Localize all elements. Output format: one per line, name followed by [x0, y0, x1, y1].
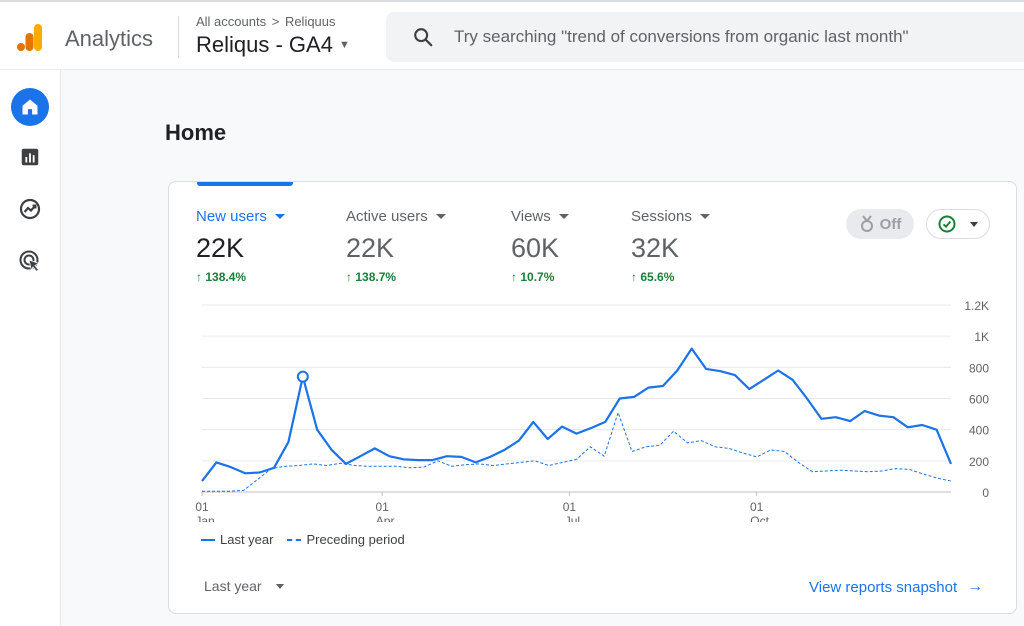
- dropdown-caret-icon: [558, 214, 569, 219]
- metric-new-users[interactable]: New users 22K ↑ 138.4%: [196, 208, 285, 284]
- metric-label-text: New users: [196, 208, 267, 225]
- series-line-last-year: [201, 347, 953, 482]
- dropdown-caret-icon: [274, 214, 285, 219]
- dropdown-caret-icon: [275, 583, 284, 589]
- y-tick-label: 200: [969, 455, 989, 469]
- overview-card: New users 22K ↑ 138.4% Active users 22K …: [168, 181, 1017, 614]
- data-quality-menu[interactable]: [926, 209, 990, 239]
- nav-advertising[interactable]: [11, 242, 49, 280]
- metric-label-active-users[interactable]: Active users: [346, 208, 446, 225]
- property-name: Reliqus - GA4: [196, 32, 333, 57]
- metric-label-sessions[interactable]: Sessions: [631, 208, 710, 225]
- badge-icon: [860, 215, 873, 232]
- y-tick-label: 1.2K: [964, 299, 989, 313]
- metric-value: 22K: [346, 233, 395, 263]
- reports-icon: [21, 148, 39, 166]
- metric-value: 32K: [631, 233, 680, 263]
- metric-change: ↑ 65.6%: [631, 270, 710, 284]
- search-icon: [414, 28, 433, 47]
- top-app-bar: Analytics All accounts > Reliquus Reliqu…: [0, 0, 1024, 70]
- legend-item-last-year: Last year: [201, 532, 273, 547]
- product-name: Analytics: [65, 26, 154, 51]
- up-arrow-icon: ↑: [511, 270, 517, 284]
- property-selector[interactable]: Reliqus - GA4 ▼: [196, 32, 350, 58]
- metric-change: ↑ 138.4%: [196, 270, 285, 284]
- x-tick-month: Jul: [565, 514, 580, 522]
- legend-swatch-solid: [201, 538, 215, 541]
- y-tick-label: 0: [982, 486, 989, 500]
- arrow-right-icon: →: [967, 578, 984, 595]
- legend-label: Last year: [220, 532, 274, 547]
- series-line-preceding-period: [202, 412, 952, 492]
- x-tick-day: 01: [195, 500, 209, 514]
- advertising-icon: [19, 250, 41, 273]
- nav-reports[interactable]: [11, 138, 49, 176]
- analytics-logo[interactable]: [16, 22, 46, 52]
- nav-explore[interactable]: [11, 190, 49, 228]
- x-tick-day: 01: [750, 500, 764, 514]
- dropdown-caret-icon: ▼: [338, 39, 350, 51]
- active-tab-indicator: [197, 182, 293, 186]
- y-tick-label: 600: [969, 393, 989, 407]
- snapshot-link-label: View reports snapshot: [809, 578, 958, 596]
- chart-legend: Last year Preceding period: [201, 532, 419, 547]
- dropdown-caret-icon: [970, 221, 978, 227]
- check-circle-icon: [938, 215, 956, 233]
- date-range-selector[interactable]: Last year: [204, 578, 284, 594]
- highlight-point: [296, 370, 309, 383]
- up-arrow-icon: ↑: [196, 270, 202, 284]
- metric-change-value: 138.4%: [205, 270, 247, 284]
- dropdown-caret-icon: [699, 214, 710, 219]
- metric-label-text: Views: [511, 208, 551, 225]
- metric-label-text: Sessions: [631, 208, 692, 225]
- x-tick-day: 01: [563, 500, 577, 514]
- page-title: Home: [165, 120, 227, 145]
- breadcrumb-separator: >: [271, 14, 280, 29]
- date-range-label: Last year: [204, 578, 262, 594]
- divider: [178, 16, 179, 58]
- x-tick-month: Jan: [195, 514, 214, 522]
- x-tick-month: Oct: [750, 514, 769, 522]
- left-navigation: [0, 70, 61, 626]
- legend-label: Preceding period: [306, 532, 405, 547]
- up-arrow-icon: ↑: [631, 270, 637, 284]
- metric-active-users[interactable]: Active users 22K ↑ 138.7%: [346, 208, 446, 284]
- breadcrumb[interactable]: All accounts > Reliquus: [196, 14, 336, 29]
- legend-swatch-dashed: [287, 538, 302, 541]
- x-tick-day: 01: [375, 500, 389, 514]
- metric-views[interactable]: Views 60K ↑ 10.7%: [511, 208, 569, 284]
- metric-change-value: 10.7%: [520, 270, 555, 284]
- metric-change: ↑ 10.7%: [511, 270, 569, 284]
- y-tick-label: 1K: [974, 330, 989, 344]
- metric-value: 22K: [196, 233, 245, 263]
- search-placeholder: Try searching "trend of conversions from…: [454, 27, 909, 46]
- insights-toggle-label: Off: [879, 215, 902, 233]
- x-tick-month: Apr: [376, 514, 395, 522]
- legend-item-preceding-period: Preceding period: [287, 532, 405, 547]
- metric-change-value: 138.7%: [355, 270, 397, 284]
- metric-sessions[interactable]: Sessions 32K ↑ 65.6%: [631, 208, 710, 284]
- metric-label-views[interactable]: Views: [511, 208, 569, 225]
- home-icon: [22, 99, 38, 115]
- metric-change: ↑ 138.7%: [346, 270, 446, 284]
- explore-icon: [19, 198, 41, 220]
- metric-label-new-users[interactable]: New users: [196, 208, 285, 225]
- nav-home[interactable]: [11, 88, 49, 126]
- breadcrumb-root[interactable]: All accounts: [196, 14, 267, 29]
- metric-label-text: Active users: [346, 208, 428, 225]
- metric-change-value: 65.6%: [640, 270, 675, 284]
- y-tick-label: 800: [969, 361, 989, 375]
- search-bar[interactable]: Try searching "trend of conversions from…: [386, 12, 1024, 62]
- view-reports-snapshot-link[interactable]: View reports snapshot →: [809, 578, 983, 596]
- y-tick-label: 400: [969, 424, 989, 438]
- up-arrow-icon: ↑: [346, 270, 352, 284]
- metric-value: 60K: [511, 233, 560, 263]
- insights-toggle[interactable]: Off: [846, 209, 914, 239]
- dropdown-caret-icon: [435, 214, 446, 219]
- breadcrumb-current[interactable]: Reliquus: [284, 14, 336, 29]
